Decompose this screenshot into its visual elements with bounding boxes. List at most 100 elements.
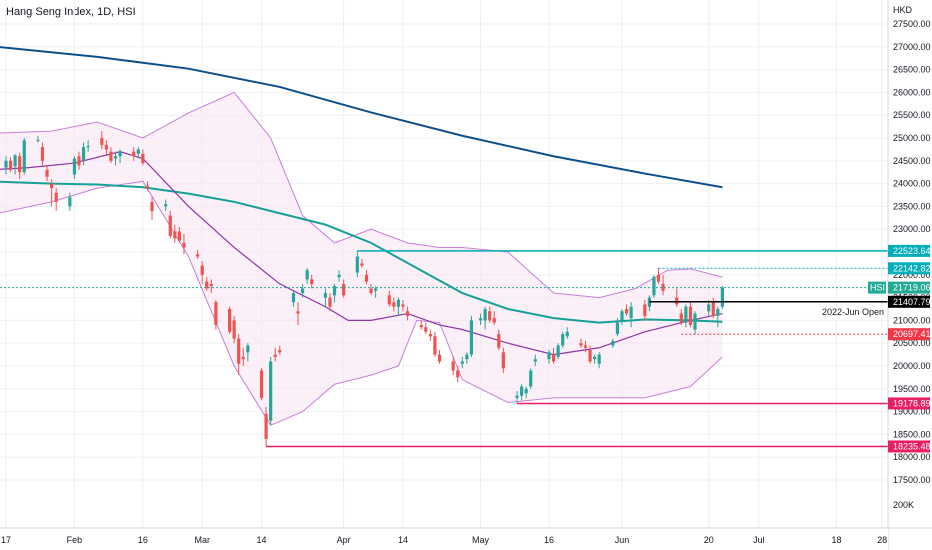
y-tick-label: 26500.00 (893, 65, 931, 75)
y-tick-label: 18000.00 (893, 452, 931, 462)
currency-label: HKD (893, 5, 913, 15)
candle-body (8, 160, 13, 170)
candle-body (533, 359, 537, 362)
candle-body (707, 304, 711, 312)
candle-body (611, 340, 615, 346)
candle-body (237, 338, 241, 364)
y-tick-label: 27500.00 (893, 19, 931, 29)
candle-body (561, 334, 565, 346)
candle-body (86, 146, 90, 148)
y-tick-label: 23000.00 (893, 224, 931, 234)
candle-body (374, 288, 378, 291)
x-tick-label: 16 (544, 535, 554, 545)
candle-body (136, 149, 140, 154)
candle-body (716, 309, 720, 316)
level-tag-label: 18235.48 (893, 441, 931, 451)
x-tick-label: 17 (1, 535, 11, 545)
candle-body (40, 147, 45, 161)
candle-body (72, 158, 77, 175)
candle-body (433, 336, 437, 355)
candle-body (556, 345, 560, 357)
y-tick-label: 24000.00 (893, 179, 931, 189)
candle-body (492, 318, 496, 323)
level-tag-label: 19178.89 (893, 398, 931, 408)
candle-body (113, 156, 118, 159)
candle-body (291, 293, 296, 303)
candle-body (168, 215, 172, 237)
candle-body (296, 311, 300, 314)
y-tick-label: 19500.00 (893, 384, 931, 394)
level-tag (888, 281, 930, 294)
x-tick-label: May (472, 535, 490, 545)
candle-body (583, 345, 588, 348)
candle-body (173, 231, 177, 239)
level-tag-label: 22523.64 (893, 246, 931, 256)
candle-body (405, 311, 410, 316)
candle-body (679, 313, 683, 323)
candle-body (656, 274, 661, 282)
candle-body (241, 356, 245, 360)
candle-body (45, 169, 49, 177)
candle-body (688, 306, 693, 325)
symbol-tag (868, 281, 886, 294)
x-tick-label: Feb (67, 535, 83, 545)
candle-body (150, 201, 154, 211)
candle-body (501, 352, 505, 369)
candle-body (4, 160, 8, 168)
candle-body (437, 354, 442, 362)
candle-body (323, 293, 328, 298)
volume-scale-label: 200K (893, 500, 914, 510)
moving-average-line (0, 46, 723, 189)
candle-body (269, 361, 273, 421)
candle-body (342, 283, 346, 296)
candle-body (478, 318, 483, 321)
candle-body (524, 388, 528, 394)
candle-body (369, 288, 373, 294)
candle-body (547, 352, 551, 360)
y-tick-label: 17500.00 (893, 475, 931, 485)
y-tick-label: 27000.00 (893, 42, 931, 52)
candle-body (332, 286, 337, 296)
x-tick-label: 16 (138, 535, 148, 545)
candle-body (675, 297, 679, 305)
moving-average-line (0, 180, 723, 324)
x-tick-label: Mar (194, 535, 210, 545)
symbol-tag-label: HSI (870, 283, 885, 293)
candle-body (182, 242, 186, 248)
level-tag (888, 328, 930, 341)
candle-body (36, 139, 40, 141)
candle-body (196, 254, 200, 257)
x-tick-label: 18 (831, 535, 841, 545)
candle-body (205, 281, 209, 289)
candle-body (355, 256, 359, 273)
candle-body (392, 302, 396, 307)
candle-body (460, 361, 464, 364)
level-tag (888, 397, 930, 410)
x-tick-label: Jun (615, 535, 630, 545)
candle-body (273, 354, 277, 357)
candle-body (451, 361, 455, 371)
candle-body (310, 279, 314, 284)
candle-body (232, 320, 236, 339)
candle-body (68, 197, 72, 207)
time-axis-bg (0, 528, 888, 550)
candle-body (100, 138, 104, 145)
level-tag-label: 22142.82 (893, 263, 931, 273)
level-note-label: 2022-Jun Open (822, 307, 884, 317)
price-axis: HKD 17500.00 18000.00 18500.00 19000.00 19500… (887, 0, 932, 550)
candle-body (364, 274, 369, 282)
candle-body (693, 313, 697, 330)
level-tag (888, 262, 930, 275)
candle-body (259, 370, 264, 398)
x-tick-label: 28 (877, 535, 887, 545)
candle-body (624, 309, 629, 314)
candle-body (50, 183, 54, 189)
y-tick-label: 22000.00 (893, 270, 931, 280)
candle-body (164, 204, 168, 207)
y-tick-label: 25000.00 (893, 133, 931, 143)
level-tag (888, 295, 930, 308)
bollinger-upper-line (0, 91, 723, 299)
x-tick-label: 14 (398, 535, 408, 545)
